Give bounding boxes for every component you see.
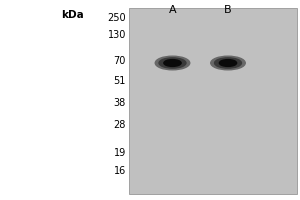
Text: 51: 51 [114,76,126,86]
Ellipse shape [164,60,181,66]
Text: 19: 19 [114,148,126,158]
Text: 70: 70 [114,56,126,66]
Ellipse shape [159,58,186,68]
Text: B: B [224,5,232,15]
Text: kDa: kDa [61,10,84,20]
Ellipse shape [214,58,242,68]
Ellipse shape [219,60,237,66]
Ellipse shape [155,56,190,70]
Text: 38: 38 [114,98,126,108]
Text: A: A [169,5,176,15]
Text: 16: 16 [114,166,126,176]
Text: 28: 28 [114,120,126,130]
Ellipse shape [211,56,245,70]
Bar [129,8,297,194]
Text: 250: 250 [107,13,126,23]
Text: 130: 130 [108,30,126,40]
